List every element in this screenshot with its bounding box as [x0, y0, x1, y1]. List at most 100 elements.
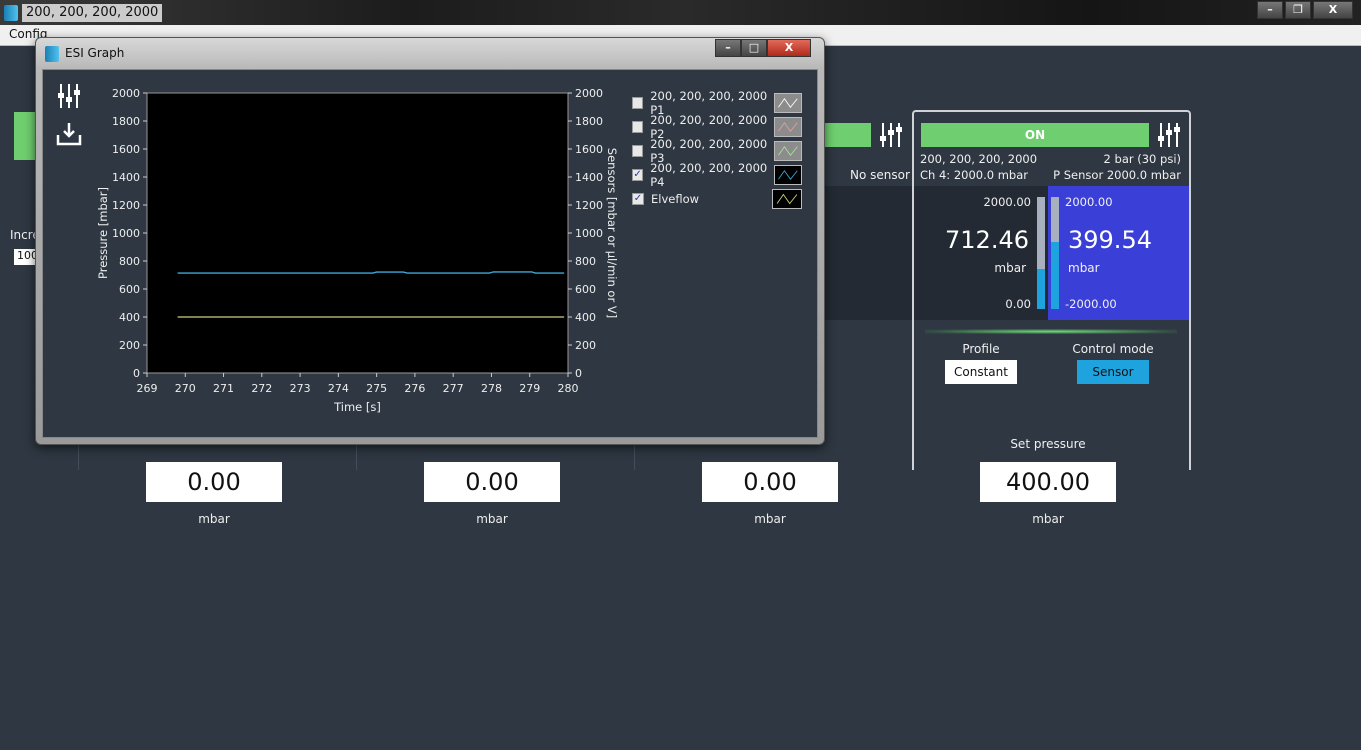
graph-minimize-button[interactable]: –	[715, 39, 741, 57]
set-pressure-unit-ch2: mbar	[476, 512, 508, 526]
increment-label: Incre	[10, 228, 40, 242]
channel4-sensor-info: P Sensor 2000.0 mbar	[1053, 168, 1181, 182]
legend-item[interactable]: ✓ 200, 200, 200, 2000 P4	[632, 161, 802, 189]
pressure-min: 0.00	[1005, 297, 1031, 311]
control-mode-label: Control mode	[1072, 342, 1154, 356]
pressure-max: 2000.00	[983, 195, 1031, 209]
esi-chart: 0 0 200 200 400 400 600 600 800 800 1000 1000 1200 12…	[96, 87, 619, 414]
y2-tick-label: 1800	[575, 115, 603, 128]
y2-tick-label: 400	[575, 311, 596, 324]
pressure-value: 712.46	[945, 226, 1029, 254]
channel4-instrument: 200, 200, 200, 2000	[920, 152, 1038, 166]
channel3-settings-sliders-icon[interactable]	[879, 122, 903, 148]
x-tick-label: 277	[443, 382, 464, 395]
x-tick-label: 278	[481, 382, 502, 395]
legend-label: 200, 200, 200, 2000 P2	[650, 113, 768, 141]
legend-swatch[interactable]	[774, 141, 802, 161]
set-pressure-input-ch4[interactable]: 400.00	[980, 462, 1116, 502]
y2-tick-label: 0	[575, 367, 582, 380]
set-pressure-label: Set pressure	[1010, 437, 1086, 451]
x-tick-label: 275	[366, 382, 387, 395]
y-tick-label: 1800	[112, 115, 140, 128]
y2-tick-label: 200	[575, 339, 596, 352]
chart-legend: 200, 200, 200, 2000 P1 200, 200, 200, 200…	[632, 89, 802, 211]
channel3-sensor-label: No sensor	[850, 168, 910, 182]
y-tick-label: 1400	[112, 171, 140, 184]
channel4-settings-sliders-icon[interactable]	[1157, 122, 1181, 148]
minimize-button[interactable]: –	[1257, 1, 1283, 19]
legend-label: 200, 200, 200, 2000 P4	[650, 161, 768, 189]
set-pressure-unit-ch4: mbar	[1032, 512, 1064, 526]
y2-tick-label: 2000	[575, 87, 603, 100]
sensor-value: 399.54	[1068, 226, 1152, 254]
legend-swatch[interactable]	[772, 189, 802, 209]
graph-close-button[interactable]: X	[767, 39, 811, 57]
legend-item[interactable]: ✓ Elveflow	[632, 187, 802, 211]
legend-item[interactable]: 200, 200, 200, 2000 P3	[632, 137, 802, 165]
legend-item[interactable]: 200, 200, 200, 2000 P2	[632, 113, 802, 141]
legend-swatch[interactable]	[774, 93, 802, 113]
x-tick-label: 273	[290, 382, 311, 395]
control-mode-button[interactable]: Sensor	[1077, 360, 1149, 384]
set-pressure-input-ch1[interactable]: 0.00	[146, 462, 282, 502]
restore-button[interactable]: ❐	[1285, 1, 1311, 19]
sensor-max: 2000.00	[1065, 195, 1113, 209]
y-tick-label: 0	[133, 367, 140, 380]
set-pressure-input-ch2[interactable]: 0.00	[424, 462, 560, 502]
y-tick-label: 200	[119, 339, 140, 352]
x-axis-label: Time [s]	[333, 400, 381, 414]
settings-sliders-icon[interactable]	[56, 83, 82, 109]
graph-maximize-button[interactable]: □	[741, 39, 767, 57]
graph-window-title: ESI Graph	[65, 46, 125, 60]
esi-graph-window: ESI Graph – □ X 0 0 200 200 400 400 600 600 800 8…	[35, 37, 825, 445]
y-tick-label: 1600	[112, 143, 140, 156]
app-title-bar: 200, 200, 200, 2000 – ❐ X	[0, 0, 1361, 25]
y-axis-label: Pressure [mbar]	[96, 187, 110, 279]
app-logo-icon	[4, 5, 18, 21]
legend-checkbox[interactable]	[632, 145, 644, 157]
legend-checkbox[interactable]	[632, 97, 644, 109]
channel4-channel-info: Ch 4: 2000.0 mbar	[920, 168, 1028, 182]
y2-tick-label: 1200	[575, 199, 603, 212]
legend-label: 200, 200, 200, 2000 P1	[650, 89, 768, 117]
y-tick-label: 800	[119, 255, 140, 268]
series-line	[177, 271, 565, 274]
app-title: 200, 200, 200, 2000	[22, 4, 163, 22]
profile-button[interactable]: Constant	[945, 360, 1017, 384]
legend-checkbox[interactable]: ✓	[632, 193, 644, 205]
y2-tick-label: 1600	[575, 143, 603, 156]
close-button[interactable]: X	[1313, 1, 1353, 19]
y-tick-label: 1000	[112, 227, 140, 240]
x-tick-label: 272	[251, 382, 272, 395]
x-tick-label: 280	[558, 382, 579, 395]
x-tick-label: 271	[213, 382, 234, 395]
legend-checkbox[interactable]	[632, 121, 644, 133]
y-tick-label: 400	[119, 311, 140, 324]
legend-label: Elveflow	[651, 192, 700, 206]
legend-label: 200, 200, 200, 2000 P3	[650, 137, 768, 165]
legend-swatch[interactable]	[774, 117, 802, 137]
set-pressure-input-ch3[interactable]: 0.00	[702, 462, 838, 502]
y2-tick-label: 1000	[575, 227, 603, 240]
legend-checkbox[interactable]: ✓	[632, 169, 644, 181]
pressure-gauge	[1037, 197, 1045, 309]
legend-item[interactable]: 200, 200, 200, 2000 P1	[632, 89, 802, 117]
download-icon[interactable]	[56, 122, 82, 146]
set-pressure-unit-ch1: mbar	[198, 512, 230, 526]
plot-area	[146, 92, 569, 374]
x-tick-label: 276	[404, 382, 425, 395]
graph-window-logo-icon	[45, 46, 59, 62]
legend-swatch[interactable]	[774, 165, 802, 185]
sensor-unit: mbar	[1068, 261, 1100, 275]
set-pressure-unit-ch3: mbar	[754, 512, 786, 526]
pressure-unit: mbar	[994, 261, 1026, 275]
sensor-gauge	[1051, 197, 1059, 309]
channel4-on-button[interactable]: ON	[921, 123, 1149, 147]
profile-label: Profile	[962, 342, 1000, 356]
y-tick-label: 2000	[112, 87, 140, 100]
status-glow	[925, 329, 1177, 334]
x-tick-label: 269	[137, 382, 158, 395]
y-tick-label: 600	[119, 283, 140, 296]
y2-tick-label: 600	[575, 283, 596, 296]
y2-tick-label: 1400	[575, 171, 603, 184]
